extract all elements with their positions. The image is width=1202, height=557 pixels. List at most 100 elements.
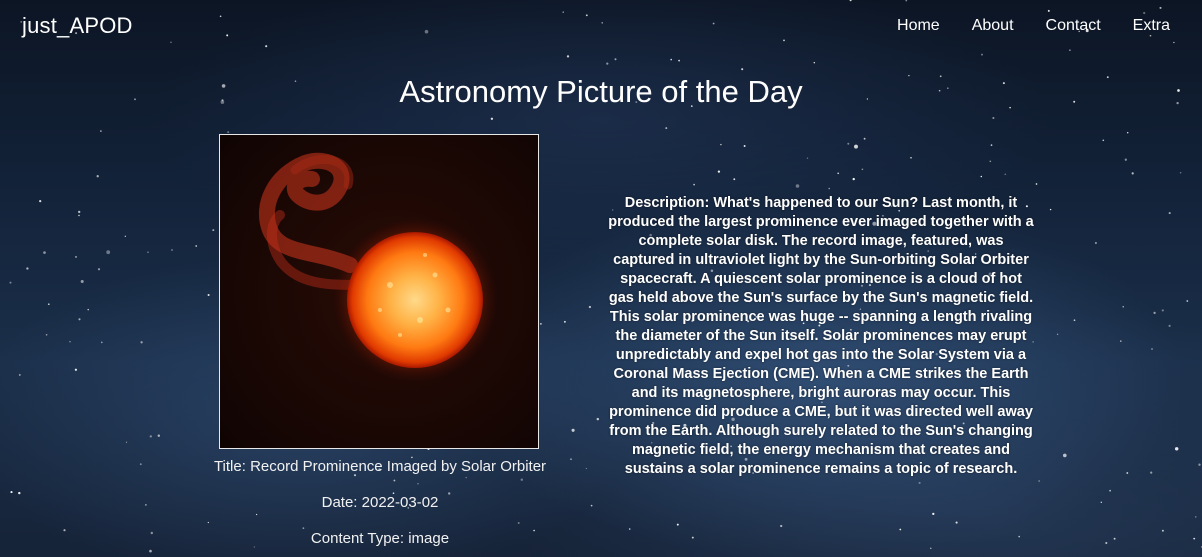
star [78, 318, 81, 321]
star [676, 523, 679, 526]
star [1193, 537, 1196, 540]
star [585, 467, 587, 470]
star [1174, 447, 1179, 451]
star [691, 536, 694, 539]
star [733, 178, 736, 181]
star [157, 434, 160, 437]
star [1018, 535, 1020, 538]
star [490, 117, 494, 120]
star [87, 308, 89, 311]
star [1151, 348, 1153, 350]
star [145, 504, 147, 506]
star [854, 144, 858, 149]
nav-link-home[interactable]: Home [897, 17, 940, 34]
star [813, 62, 815, 64]
star [955, 521, 958, 524]
star [10, 491, 13, 494]
star [795, 184, 800, 188]
star [590, 504, 593, 507]
nav-link-contact[interactable]: Contact [1045, 17, 1101, 34]
star [9, 281, 12, 284]
star [720, 143, 722, 146]
star [1161, 309, 1164, 312]
star [678, 59, 680, 62]
star [227, 131, 230, 134]
star [125, 441, 128, 443]
star [852, 177, 855, 181]
star [1195, 516, 1197, 518]
star [96, 175, 99, 178]
star [566, 55, 570, 58]
star [39, 199, 42, 203]
star [1161, 529, 1164, 532]
star [147, 251, 149, 253]
nav-links: Home About Contact Extra [897, 17, 1170, 35]
star [1100, 501, 1102, 503]
star [1124, 158, 1127, 161]
star [417, 483, 419, 485]
star [78, 214, 80, 217]
apod-image[interactable] [219, 134, 539, 449]
star [255, 513, 258, 516]
star [1168, 324, 1171, 328]
star [588, 305, 592, 309]
star [100, 130, 102, 132]
star [596, 417, 600, 421]
star [1150, 471, 1153, 474]
star [992, 116, 995, 120]
star [1113, 537, 1116, 540]
navbar: just_APOD Home About Contact Extra [0, 0, 1202, 52]
star [1198, 463, 1201, 466]
star [980, 175, 983, 178]
star [1120, 340, 1122, 342]
star [780, 524, 783, 528]
star [78, 210, 81, 214]
star [1073, 319, 1076, 322]
star [670, 58, 672, 61]
sun-prominence-illustration [220, 135, 538, 448]
star [665, 127, 668, 130]
star [18, 373, 21, 376]
star [207, 293, 210, 297]
star [981, 53, 983, 56]
star [1109, 489, 1112, 492]
nav-link-extra[interactable]: Extra [1132, 17, 1170, 34]
star [837, 172, 840, 175]
star [520, 478, 523, 481]
star [465, 476, 467, 479]
star [69, 341, 71, 343]
star [563, 320, 566, 323]
star [930, 547, 932, 549]
star [606, 62, 609, 65]
star [1186, 300, 1189, 302]
star [1131, 172, 1134, 175]
star [806, 157, 809, 159]
star [124, 235, 126, 237]
star [26, 267, 29, 270]
star [150, 531, 154, 535]
star [741, 68, 744, 71]
star [863, 137, 866, 140]
star [1094, 241, 1097, 245]
star [990, 144, 993, 146]
star [47, 303, 50, 306]
star [149, 435, 152, 438]
star [989, 160, 992, 163]
star [45, 334, 48, 336]
star [171, 249, 173, 251]
apod-content-type: Content Type: image [310, 530, 450, 547]
star [693, 183, 695, 186]
star [918, 481, 921, 484]
star [1179, 171, 1182, 174]
star [1056, 333, 1059, 335]
star [1004, 173, 1007, 176]
nav-link-about[interactable]: About [971, 17, 1014, 34]
star [393, 479, 396, 482]
star [614, 58, 617, 61]
star [1126, 131, 1129, 134]
star [932, 512, 935, 516]
star [628, 528, 631, 530]
brand-logo[interactable]: just_APOD [22, 13, 133, 38]
star [302, 527, 305, 530]
star [517, 522, 520, 524]
